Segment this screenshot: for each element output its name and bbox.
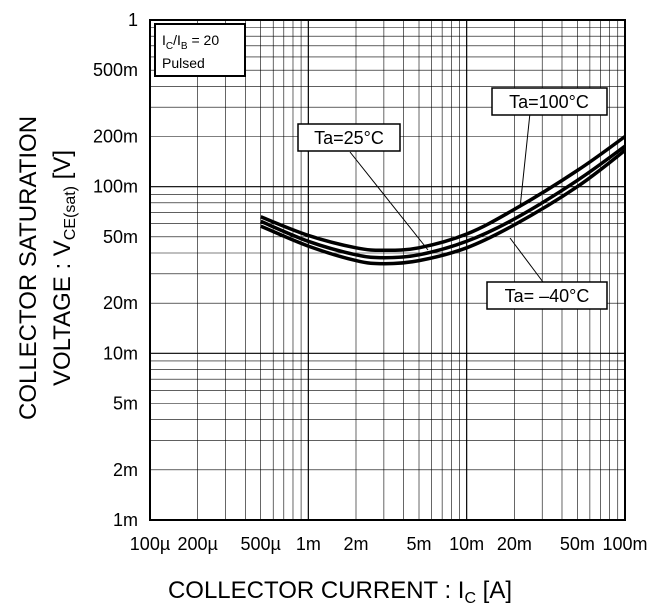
series-line-1	[260, 144, 627, 260]
grid	[150, 20, 625, 520]
y-tick-label: 2m	[113, 460, 138, 480]
label-ta25: Ta=25°C	[314, 128, 384, 148]
y-tick-label: 500m	[93, 60, 138, 80]
y-tick-label: 20m	[103, 293, 138, 313]
x-axis-title: COLLECTOR CURRENT : IC [A]	[168, 577, 512, 607]
conditions-line-1: IC/IB = 20	[162, 32, 219, 52]
x-tick-label: 100µ	[130, 534, 170, 554]
y-tick-label: 1	[128, 10, 138, 30]
y-tick-label: 200m	[93, 126, 138, 146]
x-tick-label: 10m	[449, 534, 484, 554]
x-tick-label: 200µ	[177, 534, 217, 554]
tick-labels: 100µ 200µ 500µ 1m 2m 5m 10m 20m 50m 100m 1 500m 200m…	[93, 10, 648, 554]
x-tick-label: 1m	[296, 534, 321, 554]
y-axis-title: COLLECTOR SATURATION VOLTAGE : VCE(sat) …	[15, 116, 79, 420]
x-tick-label: 5m	[406, 534, 431, 554]
conditions-line-2: Pulsed	[162, 55, 205, 71]
x-tick-label: 20m	[497, 534, 532, 554]
y-tick-label: 1m	[113, 510, 138, 530]
series-line-2	[260, 149, 627, 266]
y-tick-label: 10m	[103, 343, 138, 363]
y-axis-title-line-1: COLLECTOR SATURATION	[15, 116, 42, 420]
label-ta100: Ta=100°C	[509, 92, 589, 112]
y-tick-label: 100m	[93, 177, 138, 197]
series-line-0	[260, 135, 627, 253]
plot-frame	[149, 19, 626, 521]
label-ta-40: Ta= –40°C	[505, 286, 590, 306]
y-tick-label: 5m	[113, 394, 138, 414]
conditions-box: IC/IB = 20 Pulsed	[154, 23, 246, 77]
annotation-ta25: Ta=25°C	[297, 123, 429, 251]
x-tick-label: 2m	[343, 534, 368, 554]
annotation-ta100: Ta=100°C	[491, 87, 608, 209]
series-layer	[260, 135, 627, 266]
y-tick-label: 50m	[103, 227, 138, 247]
x-tick-label: 100m	[602, 534, 647, 554]
x-tick-label: 500µ	[240, 534, 280, 554]
y-axis-title-line-2: VOLTAGE : VCE(sat) [V]	[49, 150, 79, 386]
annotation-ta-40: Ta= –40°C	[486, 237, 608, 310]
x-tick-label: 50m	[560, 534, 595, 554]
